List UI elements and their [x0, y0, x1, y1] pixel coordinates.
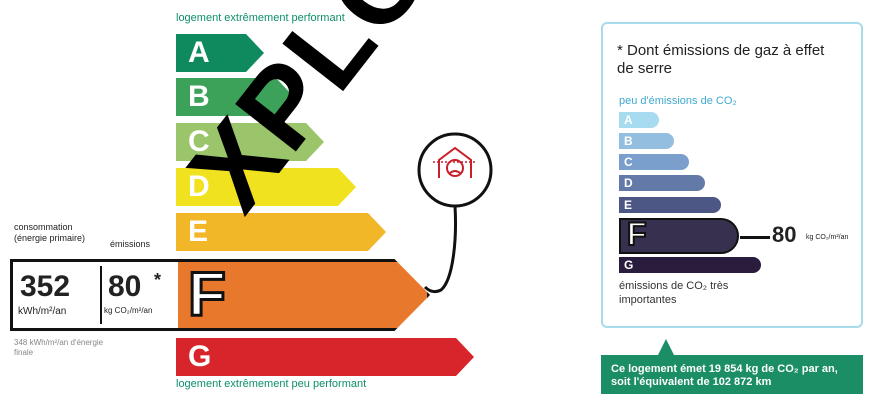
summary-divider — [100, 266, 102, 324]
footer-pointer — [658, 339, 674, 355]
class-a-arrow: A — [176, 34, 264, 72]
ges-a-bar: A — [619, 112, 659, 128]
ges-pointer-line — [740, 236, 770, 239]
ges-e-bar: E — [619, 197, 721, 213]
emission-equivalence-box: Ce logement émet 19 854 kg de CO₂ par an… — [601, 355, 863, 394]
top-performance-label: logement extrêmement performant — [176, 12, 345, 24]
ges-top-label: peu d'émissions de CO₂ — [619, 95, 737, 107]
emissions-value: 80 — [108, 270, 142, 303]
emissions-unit: kg CO₂/m²/an — [104, 306, 153, 315]
ges-c-bar: C — [619, 154, 689, 170]
ges-value: 80 — [772, 222, 797, 247]
class-f-letter: F — [187, 260, 228, 329]
class-g-arrow: G — [176, 338, 474, 376]
class-e-arrow: E — [176, 213, 386, 251]
ges-bottom-label: émissions de CO₂ très importantes — [619, 280, 729, 306]
emissions-star: * — [154, 270, 162, 290]
ges-b-bar: B — [619, 133, 674, 149]
class-d-arrow: D — [176, 168, 356, 206]
class-c-arrow: C — [176, 123, 324, 161]
ges-f-letter: F — [626, 215, 648, 253]
ges-value-unit: kg CO₂/m²/an — [806, 234, 849, 241]
consumption-unit: kWh/m²/an — [18, 306, 67, 317]
final-energy-label: 348 kWh/m²/an d'énergie finale — [14, 338, 104, 357]
ges-note: * Dont émissions de gaz à effet de serre — [617, 42, 825, 77]
consumption-value: 352 — [20, 270, 71, 303]
consumption-label: consommation (énergie primaire) — [14, 222, 86, 243]
class-b-arrow: B — [176, 78, 294, 116]
ges-d-bar: D — [619, 175, 705, 191]
emissions-label: émissions — [110, 239, 151, 249]
summary-box — [10, 259, 178, 331]
ges-f-highlight — [619, 218, 739, 254]
bottom-performance-label: logement extrêmement peu performant — [176, 378, 367, 390]
house-connector-icon — [417, 132, 493, 294]
class-f-highlight — [176, 259, 430, 331]
ges-g-bar: G — [619, 257, 761, 273]
